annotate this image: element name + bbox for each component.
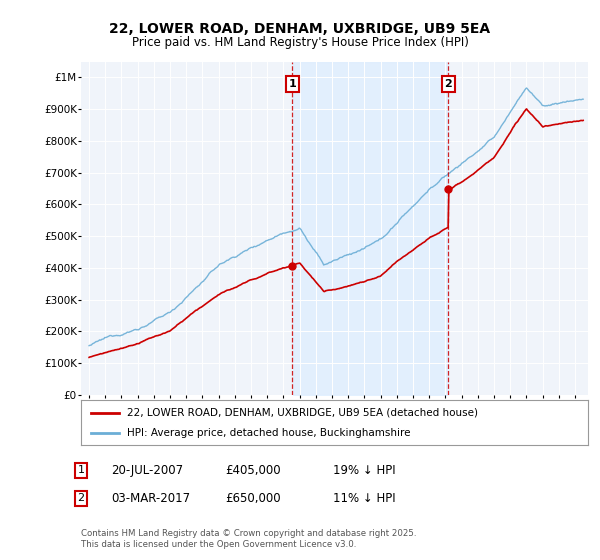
Text: HPI: Average price, detached house, Buckinghamshire: HPI: Average price, detached house, Buck…: [127, 428, 410, 438]
Text: £405,000: £405,000: [225, 464, 281, 477]
Text: 03-MAR-2017: 03-MAR-2017: [111, 492, 190, 505]
Text: 22, LOWER ROAD, DENHAM, UXBRIDGE, UB9 5EA: 22, LOWER ROAD, DENHAM, UXBRIDGE, UB9 5E…: [109, 22, 491, 36]
Text: £650,000: £650,000: [225, 492, 281, 505]
Text: Price paid vs. HM Land Registry's House Price Index (HPI): Price paid vs. HM Land Registry's House …: [131, 36, 469, 49]
Text: 22, LOWER ROAD, DENHAM, UXBRIDGE, UB9 5EA (detached house): 22, LOWER ROAD, DENHAM, UXBRIDGE, UB9 5E…: [127, 408, 478, 418]
Text: 1: 1: [77, 465, 85, 475]
Text: 11% ↓ HPI: 11% ↓ HPI: [333, 492, 395, 505]
Text: Contains HM Land Registry data © Crown copyright and database right 2025.
This d: Contains HM Land Registry data © Crown c…: [81, 529, 416, 549]
Text: 2: 2: [445, 79, 452, 89]
Text: 20-JUL-2007: 20-JUL-2007: [111, 464, 183, 477]
Text: 19% ↓ HPI: 19% ↓ HPI: [333, 464, 395, 477]
Text: 1: 1: [289, 79, 296, 89]
Text: 2: 2: [77, 493, 85, 503]
